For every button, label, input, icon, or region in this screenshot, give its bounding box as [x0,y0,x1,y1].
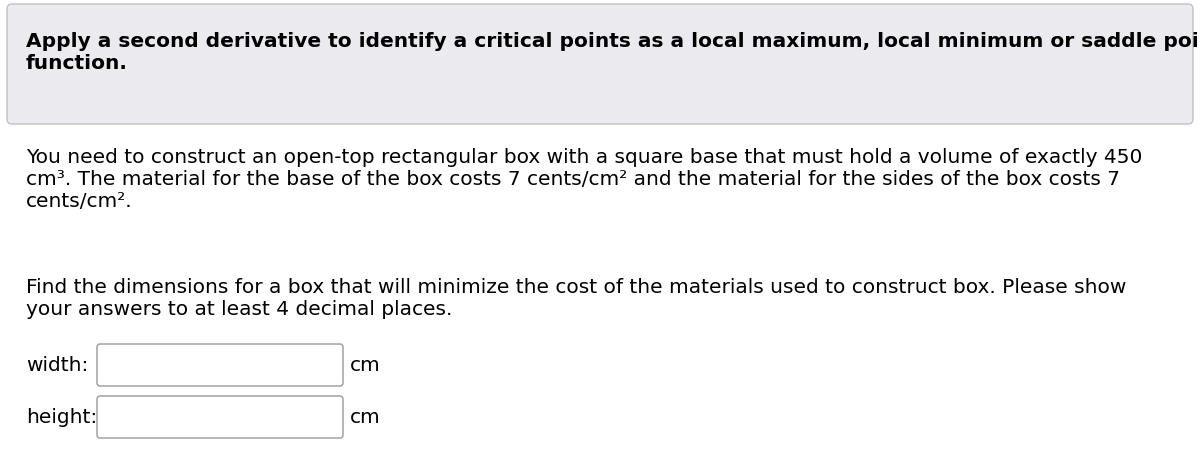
FancyBboxPatch shape [97,396,343,438]
Text: function.: function. [26,54,128,73]
Text: Find the dimensions for a box that will minimize the cost of the materials used : Find the dimensions for a box that will … [26,277,1127,296]
Text: You need to construct an open-top rectangular box with a square base that must h: You need to construct an open-top rectan… [26,147,1142,166]
Text: cm: cm [350,356,380,375]
Text: cm³. The material for the base of the box costs 7 cents/cm² and the material for: cm³. The material for the base of the bo… [26,170,1120,189]
FancyBboxPatch shape [7,5,1193,125]
Text: Apply a second derivative to identify a critical points as a local maximum, loca: Apply a second derivative to identify a … [26,32,1200,51]
Text: cm: cm [350,408,380,427]
Text: your answers to at least 4 decimal places.: your answers to at least 4 decimal place… [26,299,452,318]
Text: width:: width: [26,356,89,375]
Text: cents/cm².: cents/cm². [26,192,133,211]
Text: height:: height: [26,408,97,427]
FancyBboxPatch shape [97,344,343,386]
